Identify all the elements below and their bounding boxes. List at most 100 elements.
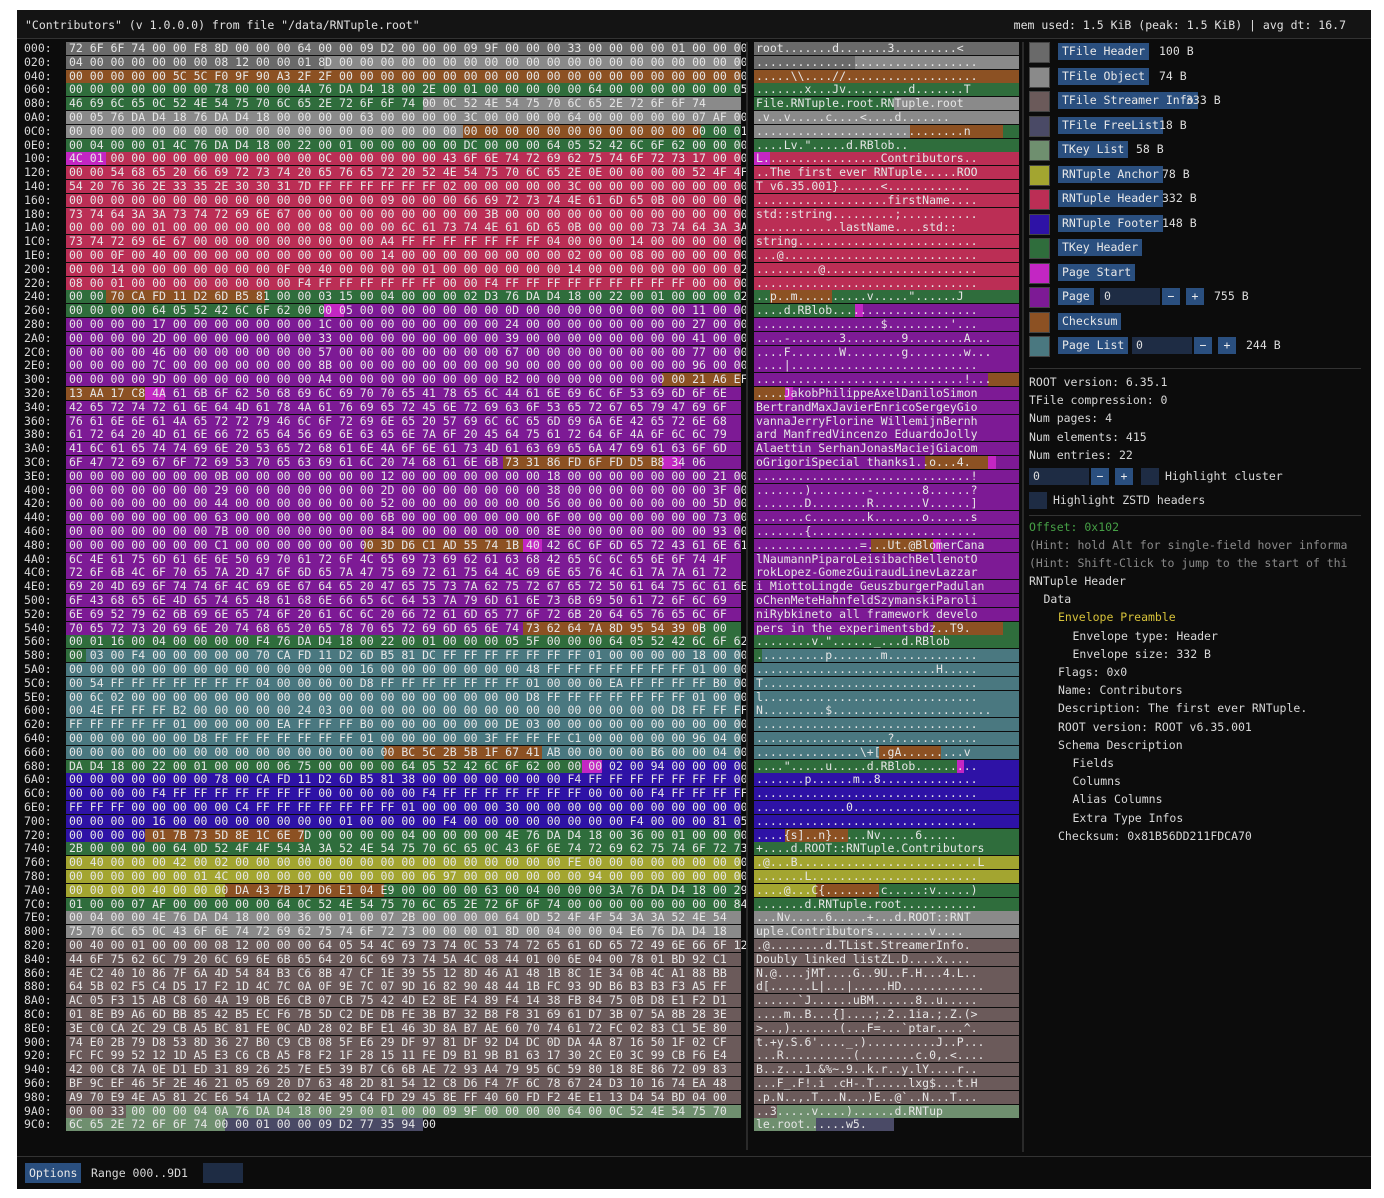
ascii-bytes[interactable]: .......c........k.......o......s xyxy=(754,510,1019,525)
region-page-start[interactable] xyxy=(987,456,996,469)
region-page-list[interactable] xyxy=(754,745,879,759)
options-button[interactable]: Options xyxy=(25,1163,82,1183)
ascii-bytes[interactable]: ..............................!... xyxy=(754,372,1019,387)
hex-bytes[interactable]: 44 6F 75 62 6C 79 20 6C 69 6E 6B 65 64 2… xyxy=(66,952,741,966)
ascii-bytes[interactable]: le.root......w5. xyxy=(754,1118,1019,1132)
ascii-bytes[interactable]: .......{........................ xyxy=(754,524,1019,538)
hex-bytes[interactable]: 00 00 00 00 00 00 00 00 00 00 00 00 00 0… xyxy=(66,662,768,676)
region-rntuple-footer[interactable] xyxy=(754,787,1019,801)
ascii-bytes[interactable]: Alaettin SerhanJonasMaciejGiacom xyxy=(754,441,1019,456)
hex-row[interactable]: 4E0: 69 20 4D 69 6F 74 74 6F 4C 69 6E 67 … xyxy=(17,579,1021,594)
ascii-bytes[interactable]: .........@...................... xyxy=(754,262,1019,276)
hex-row[interactable]: 100: 4C 01 00 00 00 00 00 00 00 00 00 00 … xyxy=(17,152,1021,166)
decrement-button[interactable]: − xyxy=(1162,288,1180,305)
hex-bytes[interactable]: 00 00 00 00 00 00 00 63 00 00 00 00 00 0… xyxy=(66,510,768,525)
legend-item-tkey-header[interactable]: TKey Header xyxy=(1029,238,1359,259)
ascii-bytes[interactable]: .............0.................. xyxy=(754,800,1019,814)
hex-row[interactable]: 360: 76 61 6E 6E 61 4A 65 72 72 79 46 6C … xyxy=(17,414,1021,429)
hex-row[interactable]: 440: 00 00 00 00 00 00 00 63 00 00 00 00 … xyxy=(17,510,1021,525)
region-tkey-header[interactable] xyxy=(66,138,741,152)
region-tfile-object[interactable] xyxy=(754,911,1019,925)
region-page[interactable] xyxy=(66,525,741,538)
region-tkey-header[interactable] xyxy=(754,842,1019,856)
region-page-start[interactable] xyxy=(956,759,965,773)
ascii-bytes[interactable]: ....JakobPhilippeAxelDaniloSimon xyxy=(754,386,1019,400)
legend-item-tfile-header[interactable]: TFile Header 100 B xyxy=(1029,42,1359,63)
hex-row[interactable]: 700: 00 00 00 00 16 00 00 00 00 00 00 00 … xyxy=(17,814,1021,829)
region-page[interactable] xyxy=(754,456,926,469)
hex-bytes[interactable]: 6E 69 52 79 62 6B 69 6E 65 74 6F 20 61 6… xyxy=(66,607,741,621)
legend-label[interactable]: TFile Streamer Info xyxy=(1058,92,1198,109)
region-tfile-streamer[interactable] xyxy=(66,1090,741,1104)
region-rntuple-header[interactable] xyxy=(754,235,1019,249)
ascii-bytes[interactable]: ...............................! xyxy=(754,469,1019,483)
legend-item-checksum[interactable]: Checksum xyxy=(1029,311,1359,333)
legend-item-page-start[interactable]: Page Start xyxy=(1029,262,1359,284)
region-tfile-freelist[interactable] xyxy=(224,1118,424,1132)
region-checksum[interactable] xyxy=(769,290,832,304)
region-page-start[interactable] xyxy=(785,387,793,400)
region-page-start[interactable] xyxy=(522,538,543,552)
ascii-bytes[interactable]: ....".....u.....d.RBlob......... xyxy=(754,759,1019,773)
hex-bytes[interactable]: 61 72 64 20 4D 61 6E 66 72 65 64 56 69 6… xyxy=(66,428,741,442)
ascii-bytes[interactable]: niRybkineto all framework develo xyxy=(754,607,1019,621)
hex-bytes[interactable]: 00 00 00 00 7C 00 00 00 00 00 00 00 8B 0… xyxy=(66,359,768,373)
tree-node[interactable]: Schema Description xyxy=(1058,737,1183,752)
ascii-bytes[interactable]: ........v."......_...d.RBlob xyxy=(754,635,1019,649)
ascii-bytes[interactable]: ...@............................ xyxy=(754,248,1019,262)
hex-row[interactable]: 480: 00 00 00 00 00 00 00 C1 00 00 00 00 … xyxy=(17,538,1021,553)
hex-row[interactable]: 240: 00 00 70 CA FD 11 D2 6D B5 81 00 00 … xyxy=(17,290,1021,304)
region-rntuple-header[interactable] xyxy=(754,180,1019,193)
region-rntuple-footer[interactable] xyxy=(602,759,741,773)
region-checksum[interactable] xyxy=(145,828,305,842)
region-rntuple-header[interactable] xyxy=(66,166,741,180)
ascii-bytes[interactable]: .@........d.TList.StreamerInfo. xyxy=(754,938,1019,952)
region-tkey-header[interactable] xyxy=(66,290,106,304)
hex-bytes[interactable]: 73 74 72 69 6E 67 00 00 00 00 00 00 00 0… xyxy=(66,234,768,249)
ascii-bytes[interactable]: >..,).......(...F=...`ptar....^. xyxy=(754,1021,1019,1035)
ascii-bytes[interactable]: .@...B..........................L xyxy=(754,855,1019,870)
region-tkey-header[interactable] xyxy=(66,759,583,773)
region-page[interactable] xyxy=(754,594,1019,607)
hex-bytes[interactable]: 00 00 00 00 00 00 00 78 00 CA FD 11 D2 6… xyxy=(66,773,768,787)
region-tkey-header[interactable] xyxy=(383,883,741,897)
hex-row[interactable]: 0C0: 00 00 00 00 00 00 00 00 00 00 00 00 … xyxy=(17,124,1021,139)
region-tfile-streamer[interactable] xyxy=(754,1063,1019,1077)
region-rntuple-footer[interactable] xyxy=(754,814,1019,828)
hex-bytes[interactable]: 00 00 00 00 00 00 00 00 00 00 00 00 00 0… xyxy=(66,745,810,759)
hex-row[interactable]: 580: 00 03 00 F4 00 00 00 00 00 70 CA FD … xyxy=(17,648,1021,663)
region-tfile-streamer[interactable] xyxy=(754,994,1019,1008)
hex-row[interactable]: 7A0: 00 00 00 00 40 00 00 00 DA 43 7B 17 … xyxy=(17,883,1021,898)
hex-row[interactable]: 4C0: 72 6F 6B 4C 6F 70 65 7A 2D 47 6F 6D … xyxy=(17,566,1021,580)
region-tkey-header[interactable] xyxy=(66,649,86,663)
region-tfile-streamer[interactable] xyxy=(66,1104,126,1118)
hex-bytes[interactable]: 00 00 00 00 2D 00 00 00 00 00 00 00 33 0… xyxy=(66,331,768,345)
hex-bytes[interactable]: BF 9C EF 46 5F 2E 46 21 05 69 20 D7 63 4… xyxy=(66,1076,741,1090)
region-checksum[interactable] xyxy=(878,745,942,759)
hex-bytes[interactable]: 00 03 00 F4 00 00 00 00 00 70 CA FD 11 D… xyxy=(66,648,768,663)
hex-row[interactable]: 800: 75 70 6C 65 0C 43 6F 6E 74 72 69 62 … xyxy=(17,924,1021,939)
hex-row[interactable]: 6C0: 00 00 00 00 F4 FF FF FF FF FF FF FF … xyxy=(17,786,1021,801)
hex-row[interactable]: 520: 6E 69 52 79 62 6B 69 6E 65 74 6F 20 … xyxy=(17,607,1021,622)
tree-node[interactable]: Name: Contributors xyxy=(1058,683,1183,698)
legend-label[interactable]: TKey List xyxy=(1058,141,1129,158)
hex-bytes[interactable]: 00 05 76 DA D4 18 76 DA D4 18 00 00 00 0… xyxy=(66,110,768,124)
ascii-bytes[interactable]: .....\\....//................... xyxy=(754,69,1019,83)
region-tkey-header[interactable] xyxy=(754,138,1019,152)
region-checksum[interactable] xyxy=(754,387,786,400)
hex-row[interactable]: 080: 46 69 6C 65 0C 52 4E 54 75 70 6C 65 … xyxy=(17,96,1021,111)
region-tfile-object[interactable] xyxy=(324,55,741,69)
cluster-input[interactable]: 0 xyxy=(1029,468,1089,485)
region-tkey-header[interactable] xyxy=(66,83,741,97)
tree-node[interactable]: Checksum: 0x81B56DD211FDCA70 xyxy=(1058,828,1252,843)
region-page-list[interactable] xyxy=(66,690,741,704)
highlight-cluster-checkbox[interactable] xyxy=(1141,468,1159,485)
region-tkey-header[interactable] xyxy=(754,83,1019,97)
legend-label[interactable]: Checksum xyxy=(1058,312,1122,330)
tree-node[interactable]: Fields xyxy=(1072,756,1115,770)
region-anchor[interactable] xyxy=(66,870,741,883)
region-rntuple-header[interactable] xyxy=(754,166,1019,180)
region-tkey-header[interactable] xyxy=(66,304,325,318)
region-rntuple-header[interactable] xyxy=(754,276,1019,290)
hex-bytes[interactable]: 00 00 00 00 F4 FF FF FF FF FF FF FF 00 0… xyxy=(66,786,768,801)
